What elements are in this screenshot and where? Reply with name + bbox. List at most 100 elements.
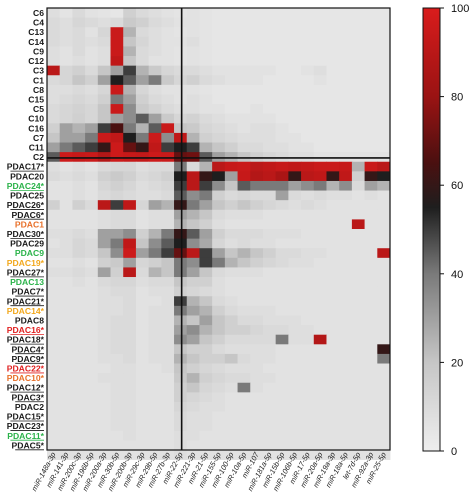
heatmap-cell <box>85 248 99 259</box>
heatmap-cell <box>199 421 213 432</box>
heatmap-cell <box>161 267 175 278</box>
heatmap-cell <box>199 123 213 134</box>
heatmap-cell <box>326 17 340 28</box>
heatmap-cell <box>174 363 188 374</box>
heatmap-cell <box>161 36 175 47</box>
heatmap-cell <box>288 27 302 38</box>
heatmap-cell <box>224 36 238 47</box>
heatmap-cell <box>326 238 340 249</box>
heatmap-cell <box>313 421 327 432</box>
heatmap-cell <box>313 277 327 288</box>
heatmap-cell <box>199 56 213 67</box>
heatmap-cell <box>212 56 226 67</box>
heatmap-cell <box>275 305 289 316</box>
heatmap-cell <box>59 373 73 384</box>
heatmap-cell <box>250 190 264 201</box>
heatmap-cell <box>47 65 61 76</box>
heatmap-cell <box>275 353 289 364</box>
heatmap-cell <box>199 334 213 345</box>
heatmap-cell <box>262 229 277 240</box>
heatmap-cell <box>97 36 111 47</box>
heatmap-cell <box>301 315 315 326</box>
heatmap-cell <box>237 257 251 268</box>
heatmap-cell <box>351 200 365 211</box>
heatmap-cell <box>364 180 378 191</box>
heatmap-cell <box>313 325 327 336</box>
heatmap-cell <box>148 161 162 172</box>
heatmap-cell <box>275 200 289 211</box>
heatmap-cell <box>47 113 61 124</box>
heatmap-cell <box>148 248 162 259</box>
heatmap-cell <box>199 411 213 422</box>
colorbar-tick-label: 0 <box>451 446 457 458</box>
heatmap-cell <box>85 171 99 182</box>
heatmap-cell <box>262 401 277 412</box>
heatmap-cell <box>72 248 86 259</box>
heatmap-cell <box>224 344 238 355</box>
heatmap-cell <box>288 84 302 95</box>
heatmap-cell <box>199 94 213 105</box>
heatmap-cell <box>148 401 162 412</box>
heatmap-cell <box>199 363 213 374</box>
heatmap-cell <box>364 171 378 182</box>
heatmap-cell <box>72 94 86 105</box>
heatmap-cell <box>212 229 226 240</box>
heatmap-cell <box>97 257 111 268</box>
heatmap-cell <box>313 161 327 172</box>
heatmap-cell <box>250 257 264 268</box>
heatmap-cell <box>326 113 340 124</box>
heatmap-cell <box>148 8 162 19</box>
heatmap-cell <box>237 382 251 393</box>
heatmap-cell <box>364 229 378 240</box>
heatmap-cell <box>174 334 188 345</box>
heatmap-cell <box>135 104 150 115</box>
heatmap-cell <box>174 238 188 249</box>
heatmap-cell <box>237 344 251 355</box>
heatmap-cell <box>275 94 289 105</box>
heatmap-cell <box>301 229 315 240</box>
heatmap-cell <box>224 401 238 412</box>
heatmap-cell <box>110 142 124 153</box>
heatmap-cell <box>339 286 353 297</box>
heatmap-cell <box>224 142 238 153</box>
heatmap-cell <box>123 113 137 124</box>
heatmap-cell <box>110 113 124 124</box>
row-label: PDAC13 <box>10 277 44 287</box>
heatmap-cell <box>47 344 61 355</box>
heatmap-cell <box>224 421 238 432</box>
heatmap-cell <box>85 421 99 432</box>
row-label: C1 <box>33 75 44 85</box>
heatmap-cell <box>123 257 137 268</box>
heatmap-cell <box>123 94 137 105</box>
heatmap-cell <box>288 238 302 249</box>
heatmap-cell <box>313 190 327 201</box>
heatmap-cell <box>262 248 277 259</box>
heatmap-cell <box>377 238 391 249</box>
heatmap-cell <box>148 286 162 297</box>
heatmap-cell <box>123 353 137 364</box>
heatmap-cell <box>85 305 99 316</box>
heatmap-cell <box>161 344 175 355</box>
heatmap-cell <box>224 190 238 201</box>
heatmap-cell <box>161 84 175 95</box>
heatmap-cell <box>97 296 111 307</box>
heatmap-cell <box>275 267 289 278</box>
heatmap-cell <box>85 229 99 240</box>
heatmap-cell <box>262 161 277 172</box>
heatmap-cell <box>110 27 124 38</box>
heatmap-cell <box>199 450 213 461</box>
heatmap-cell <box>224 286 238 297</box>
heatmap-cell <box>250 17 264 28</box>
heatmap-cell <box>377 296 391 307</box>
heatmap-cell <box>110 123 124 134</box>
heatmap-cell <box>123 200 137 211</box>
heatmap-cell <box>123 17 137 28</box>
heatmap-cell <box>288 401 302 412</box>
heatmap-cell <box>110 36 124 47</box>
heatmap-cell <box>199 277 213 288</box>
heatmap-cell <box>186 8 200 19</box>
heatmap-cell <box>237 8 251 19</box>
heatmap-cell <box>72 36 86 47</box>
heatmap-cell <box>326 75 340 86</box>
heatmap-cell <box>72 392 86 403</box>
